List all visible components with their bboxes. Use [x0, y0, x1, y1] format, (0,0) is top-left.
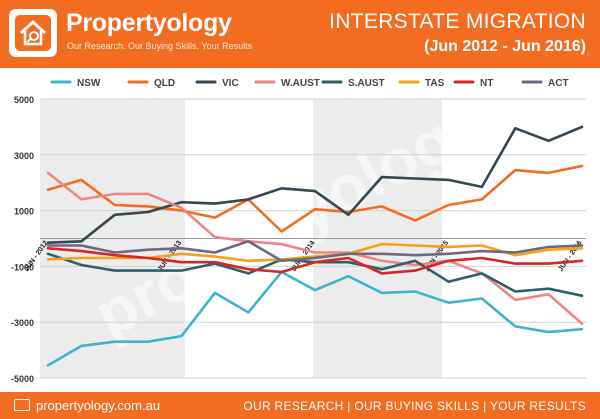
series-line-act — [46, 240, 584, 263]
legend-label: ACT — [548, 78, 569, 89]
series-line-vic — [46, 125, 584, 244]
chart-subtitle: (Jun 2012 - Jun 2016) — [424, 38, 586, 55]
series-line-nt — [46, 247, 584, 275]
y-tick-label: -5000 — [11, 374, 34, 384]
legend-label: NSW — [77, 78, 101, 89]
series-line-nsw — [46, 270, 584, 367]
chart-title: INTERSTATE MIGRATION — [329, 10, 586, 33]
series-line-qld — [46, 164, 584, 233]
brand-name: Propertyology — [66, 9, 232, 37]
y-tick-label: -1000 — [11, 262, 34, 272]
y-tick-label: 3000 — [14, 151, 34, 161]
footer-slogan: OUR RESEARCH | OUR BUYING SKILLS | YOUR … — [243, 399, 586, 413]
logo[interactable] — [9, 9, 57, 57]
y-tick-label: 1000 — [14, 207, 34, 217]
series-line-w-aust — [46, 171, 584, 325]
legend-label: TAS — [425, 78, 445, 89]
brand-tagline: Our Research. Our Buying Skills. Your Re… — [67, 41, 253, 51]
y-tick-label: -3000 — [11, 318, 34, 328]
line-chart: propertyology500030001000-1000-3000-5000… — [11, 78, 586, 384]
legend-label: S.AUST — [348, 78, 385, 89]
footer-banner: propertyology.com.au OUR RESEARCH | OUR … — [0, 392, 600, 419]
legend-label: VIC — [222, 78, 239, 89]
y-tick-label: 5000 — [14, 95, 34, 105]
footer-url[interactable]: propertyology.com.au — [36, 398, 161, 413]
house-icon — [15, 15, 51, 51]
legend-label: W.AUST — [281, 78, 320, 89]
header-banner: Propertyology Our Research. Our Buying S… — [0, 0, 600, 68]
legend-label: QLD — [154, 78, 175, 89]
legend-label: NT — [480, 78, 493, 89]
monitor-icon — [14, 399, 30, 411]
